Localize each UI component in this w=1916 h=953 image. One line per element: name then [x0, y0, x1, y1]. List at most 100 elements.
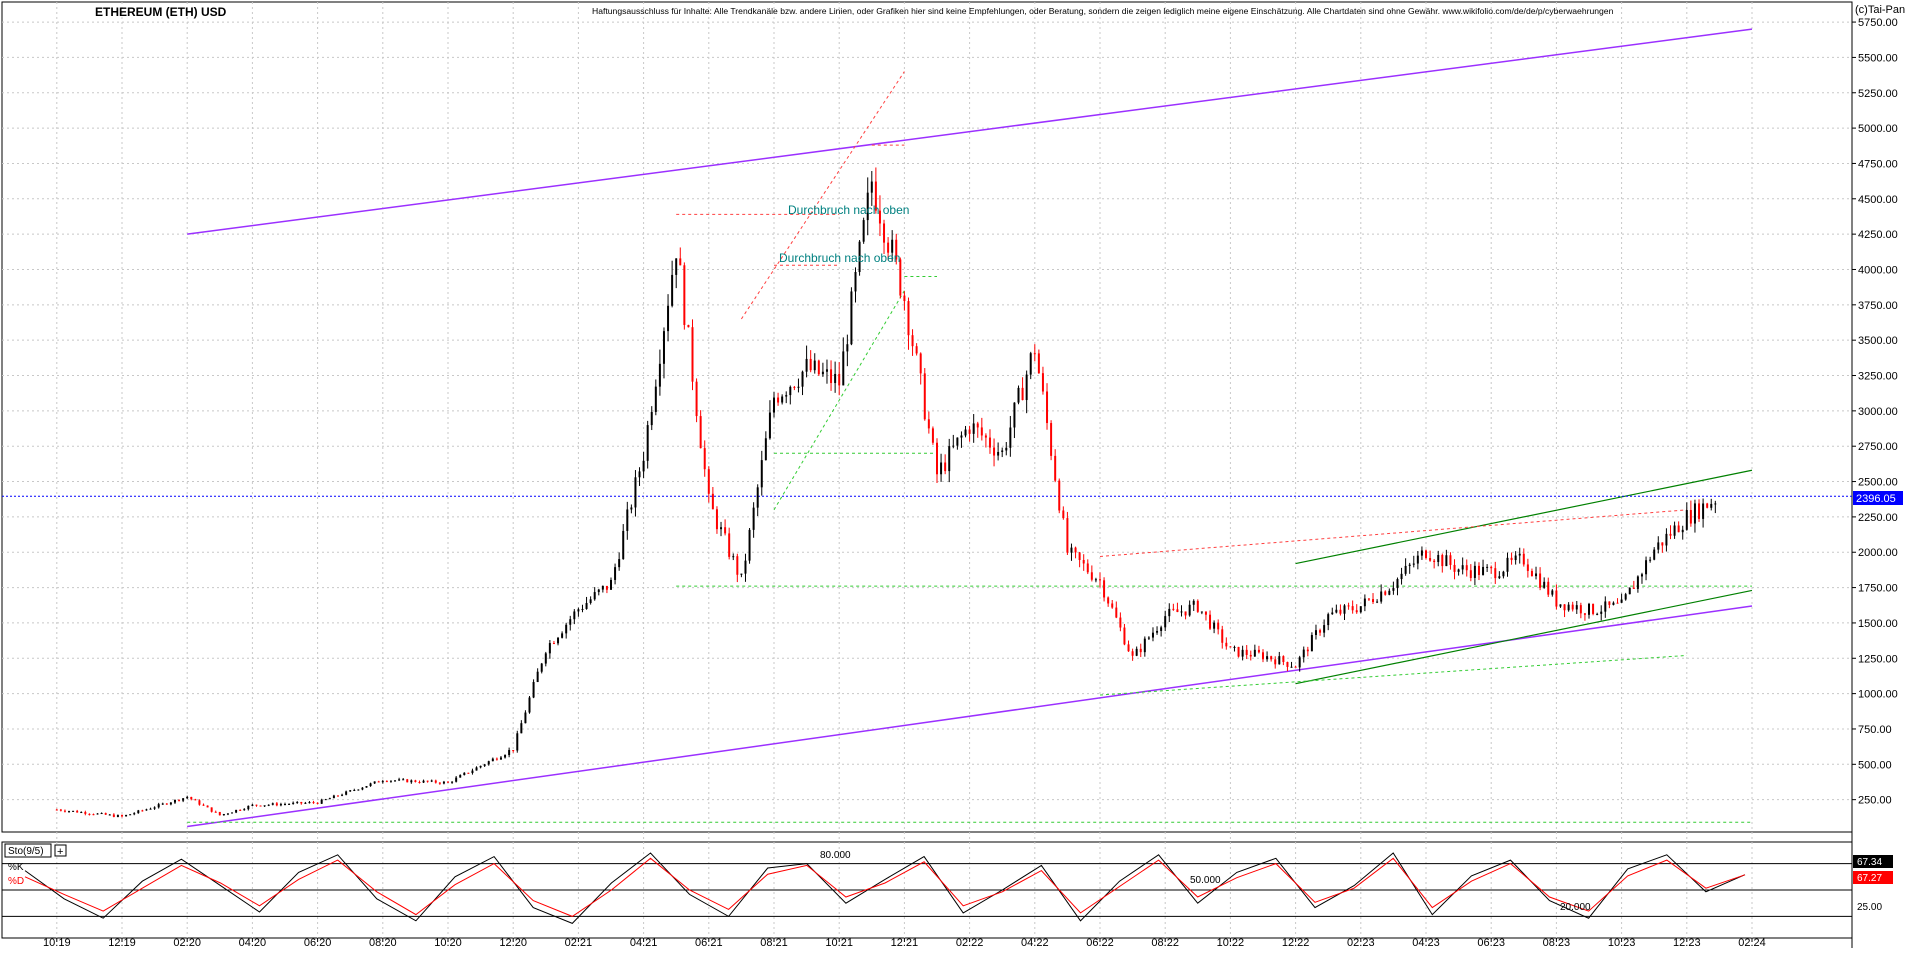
candle-body [931, 428, 934, 443]
candle-body [63, 810, 66, 812]
candle-body [463, 772, 466, 776]
candle-body [430, 780, 433, 782]
candle-body [1547, 581, 1550, 595]
candle-body [1510, 557, 1513, 561]
candle-body [919, 353, 922, 374]
candle-body [1604, 601, 1607, 612]
candle-body [952, 445, 955, 447]
candle-body [1563, 604, 1566, 611]
candle-body [520, 723, 523, 734]
x-tick-label: 12.22 [1282, 937, 1310, 948]
candle-body [1620, 599, 1623, 603]
candle-body [960, 435, 963, 438]
candle-body [504, 755, 507, 758]
candle-body [239, 809, 242, 811]
candle-body [1168, 608, 1171, 617]
candle-body [830, 369, 833, 384]
candle-body [121, 815, 123, 817]
candle-body [561, 633, 564, 638]
candle-body [149, 808, 152, 810]
candle-body [1135, 648, 1138, 656]
candle-body [911, 335, 914, 347]
candle-body [125, 814, 128, 817]
candle-body [1005, 447, 1008, 451]
pct-d-value: 67.27 [1857, 873, 1882, 884]
candle-body [1221, 629, 1224, 643]
candle-body [878, 210, 881, 224]
candle-body [108, 814, 111, 816]
candle-body [1017, 387, 1020, 403]
candle-body [1262, 652, 1264, 660]
candle-body [426, 780, 429, 782]
candle-body [577, 609, 580, 612]
candle-body [993, 447, 996, 456]
candle-body [976, 423, 979, 428]
candle-body [349, 790, 352, 792]
y-tick-label: 500.00 [1858, 759, 1892, 771]
candle-body [679, 258, 682, 266]
add-indicator-button[interactable] [54, 844, 67, 857]
candle-body [1070, 547, 1073, 553]
candle-body [165, 803, 168, 805]
candle-body [1241, 649, 1244, 657]
y-tick-label: 750.00 [1858, 724, 1892, 736]
y-tick-label: 2500.00 [1858, 477, 1898, 489]
candle-body [1115, 607, 1118, 618]
candle-body [858, 241, 861, 273]
candle-body [980, 427, 983, 436]
x-tick-label: 10.19 [43, 937, 71, 948]
candle-body [92, 814, 95, 816]
stoch-tick-25: 25.00 [1857, 902, 1882, 913]
candle-body [972, 423, 975, 434]
y-tick-label: 3250.00 [1858, 371, 1898, 383]
y-axis-ticks: 250.00 500.00 750.00 1000.00 1250.00 1500.00 1… [1852, 17, 1898, 807]
candle-body [1535, 573, 1538, 577]
candle-body [1286, 661, 1289, 667]
candle-body [1461, 565, 1464, 570]
candle-body [805, 358, 808, 372]
stochastic-indicator-box[interactable] [4, 843, 52, 858]
x-tick-label: 02.21 [565, 937, 593, 948]
candle-body [1282, 656, 1285, 662]
candle-body [675, 258, 678, 275]
candle-body [1090, 572, 1093, 580]
candle-body [768, 412, 771, 439]
candle-body [548, 643, 551, 654]
candle-body [544, 653, 547, 664]
candle-body [1416, 555, 1419, 564]
candle-body [300, 801, 303, 804]
candle-body [255, 804, 258, 806]
candle-body [1204, 611, 1207, 615]
x-tick-label: 10.22 [1217, 937, 1245, 948]
y-tick-label: 3500.00 [1858, 335, 1898, 347]
candle-body [903, 295, 906, 302]
candle-body [1266, 656, 1269, 660]
candle-body [341, 794, 344, 796]
candle-body [1689, 510, 1692, 524]
candle-body [304, 802, 307, 804]
y-tick-label: 1750.00 [1858, 583, 1898, 595]
candle-body [781, 396, 784, 403]
candle-body [1184, 611, 1187, 616]
candle-body [137, 810, 140, 814]
candle-body [1392, 588, 1395, 591]
x-tick-label: 04.20 [239, 937, 267, 948]
candle-body [279, 804, 282, 806]
candle-body [324, 799, 327, 801]
candle-body [1029, 353, 1032, 375]
candle-body [760, 460, 763, 488]
candle-body [1050, 423, 1053, 456]
candle-body [626, 509, 629, 531]
candle-body [532, 682, 535, 698]
red-dashed-rise [740, 71, 905, 320]
candle-body [1396, 579, 1399, 589]
y-tick-label: 5250.00 [1858, 88, 1898, 100]
candle-body [1323, 625, 1326, 633]
candle-body [887, 242, 890, 253]
candle-body [866, 192, 869, 221]
candle-body [1420, 550, 1423, 556]
y-tick-label: 1500.00 [1858, 618, 1898, 630]
candle-body [1119, 617, 1122, 628]
candle-body [1343, 605, 1346, 614]
candle-body [817, 360, 820, 375]
